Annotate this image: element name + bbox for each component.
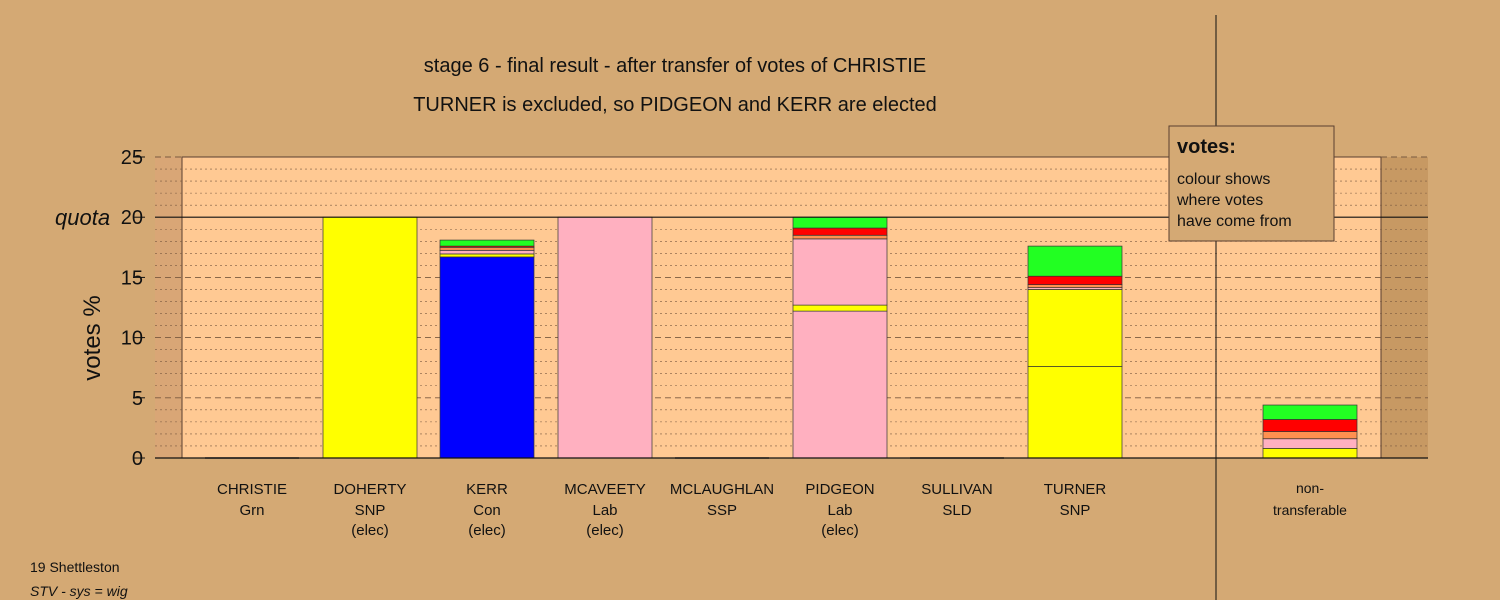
bar-segment [792, 227, 888, 236]
bar-segment [1027, 289, 1123, 367]
candidate-name: TURNER [1044, 481, 1107, 498]
bars [205, 216, 1358, 459]
candidate-party: SNP [1060, 502, 1091, 519]
candidate-name: DOHERTY [333, 481, 406, 498]
legend-title: votes: [1177, 136, 1236, 158]
candidate-party: Grn [239, 502, 264, 519]
quota-label: quota [55, 205, 110, 230]
legend: votes: colour shows where votes have com… [1168, 125, 1335, 242]
chart-subtitle: TURNER is excluded, so PIDGEON and KERR … [413, 94, 937, 116]
bar-segment [439, 253, 535, 258]
bar-segment [792, 234, 888, 240]
bar-segment [439, 256, 535, 459]
candidate-name: KERR [466, 481, 508, 498]
nontransferable-bar-segment [1262, 448, 1358, 459]
y-tick-label: 25 [121, 147, 143, 169]
left-margin-shade [155, 157, 182, 458]
nontransferable-bar-segment [1262, 431, 1358, 440]
bar-segment [439, 249, 535, 255]
bar-segment [792, 304, 888, 312]
bar-segment [792, 310, 888, 459]
legend-line-3: have come from [1177, 213, 1292, 230]
bar-segment [1027, 275, 1123, 285]
chart-title: stage 6 - final result - after transfer … [424, 55, 926, 77]
candidate-label: DOHERTY SNP (elec) [333, 481, 406, 539]
candidate-name: SULLIVAN [921, 481, 992, 498]
bar-segment [1027, 284, 1123, 288]
candidate-label: TURNER SNP [1044, 481, 1107, 519]
system-label: STV - sys = wig [30, 583, 128, 599]
legend-line-1: colour shows [1177, 171, 1270, 188]
bar-segment [1027, 366, 1123, 459]
legend-line-2: where votes [1176, 192, 1263, 209]
candidate-name: MCAVEETY [564, 481, 645, 498]
candidate-name: MCLAUGHLAN [670, 481, 774, 498]
bar-segment [792, 238, 888, 306]
candidate-party: Lab [827, 502, 852, 519]
nontransferable-bar-segment [1262, 438, 1358, 449]
candidate-status: (elec) [821, 522, 859, 539]
candidate-party: SSP [707, 502, 737, 519]
candidate-label: MCAVEETY Lab (elec) [564, 481, 645, 539]
candidate-party: Con [473, 502, 501, 519]
candidate-label: MCLAUGHLAN SSP [670, 481, 774, 519]
bar-segment [322, 216, 418, 459]
y-axis-label: votes % [79, 295, 106, 380]
right-margin-shade [1381, 157, 1428, 458]
candidate-labels: CHRISTIE Grn DOHERTY SNP (elec) KERR Con (elec)… [217, 480, 1347, 539]
candidate-name: CHRISTIE [217, 481, 287, 498]
bar-segment [1027, 245, 1123, 277]
bar-segment [792, 216, 888, 229]
y-tick-label: 15 [121, 267, 143, 289]
candidate-label: KERR Con (elec) [466, 481, 508, 539]
y-tick-label: 20 [121, 207, 143, 229]
bar-segment [439, 246, 535, 251]
nontransferable-bar-segment [1262, 404, 1358, 420]
y-tick-label: 0 [132, 448, 143, 470]
nontransferable-label-1: non- [1296, 480, 1324, 496]
nontransferable-label-2: transferable [1273, 502, 1347, 518]
candidate-party: SNP [355, 502, 386, 519]
candidate-party: Lab [592, 502, 617, 519]
candidate-label: PIDGEON Lab (elec) [805, 481, 874, 539]
candidate-status: (elec) [586, 522, 624, 539]
y-tick-label: 10 [121, 328, 143, 350]
candidate-status: (elec) [351, 522, 389, 539]
candidate-status: (elec) [468, 522, 506, 539]
legend-box [1168, 125, 1335, 242]
bar-segment [439, 239, 535, 247]
y-tick-label: 5 [132, 388, 143, 410]
bar-segment [557, 216, 653, 459]
candidate-party: SLD [942, 502, 971, 519]
candidate-label: CHRISTIE Grn [217, 481, 287, 519]
nontransferable-bar-segment [1262, 419, 1358, 432]
candidate-label: SULLIVAN SLD [921, 481, 992, 519]
constituency-label: 19 Shettleston [30, 559, 120, 575]
candidate-name: PIDGEON [805, 481, 874, 498]
